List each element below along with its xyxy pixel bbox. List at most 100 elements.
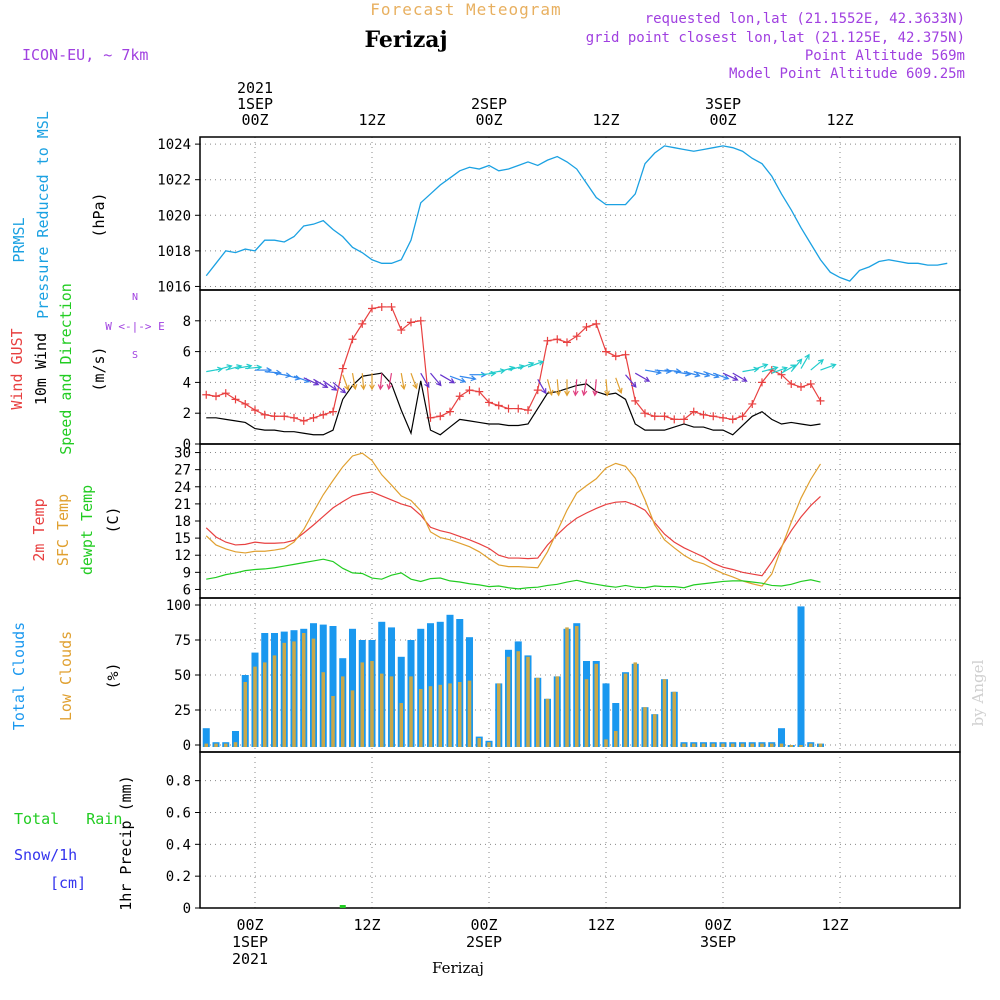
gust-marker xyxy=(689,407,698,416)
wind-arrow-head xyxy=(377,384,384,391)
wind-arrow xyxy=(360,373,367,391)
wind-arrow-shaft xyxy=(820,364,836,371)
wind-arrow-shaft xyxy=(634,372,650,382)
panel-frame xyxy=(199,751,961,909)
y-tick-label: 0.2 xyxy=(166,869,191,885)
requested-coords: requested lon,lat (21.1552E, 42.3633N) xyxy=(645,11,965,27)
bottom-time-label: 3SEP xyxy=(700,933,736,951)
wind-arrow-shaft xyxy=(625,374,637,388)
compass-n: N xyxy=(132,292,138,303)
gust-marker xyxy=(787,379,796,388)
wind-arrow-head xyxy=(547,389,554,396)
low-cloud-bar xyxy=(243,682,248,747)
wind-arrow xyxy=(377,373,384,391)
low-cloud-bar xyxy=(750,743,755,747)
wind-arrow xyxy=(664,368,682,375)
wind-arrow xyxy=(683,371,701,378)
temp-label-group: 2m Temp SFC Temp dewpt Temp (C) xyxy=(30,485,122,575)
total-cloud-bar xyxy=(612,703,620,747)
gust-marker xyxy=(680,415,688,424)
gust-marker xyxy=(358,319,367,328)
wind-arrow-shaft xyxy=(781,364,796,374)
y-tick-label: 1020 xyxy=(157,208,191,224)
gust-marker xyxy=(728,415,737,424)
wind-arrow xyxy=(654,368,672,375)
top-time-label: 2SEP xyxy=(471,95,507,113)
wind-arrow-head xyxy=(617,387,623,394)
gust-marker xyxy=(748,399,757,408)
top-time-label: 12Z xyxy=(826,111,853,129)
total-cloud-bar xyxy=(602,683,610,747)
y-tick-label: 0 xyxy=(183,437,191,453)
wind-arrow xyxy=(625,374,637,388)
low-cloud-bar xyxy=(643,707,647,747)
low-cloud-bar xyxy=(535,677,540,747)
low-cloud-bar xyxy=(545,698,550,747)
wind-arrow-shaft xyxy=(732,372,747,382)
wind-arrow xyxy=(564,379,570,397)
low-cloud-bar xyxy=(409,676,413,747)
y-tick-label: 100 xyxy=(166,598,191,614)
wind-arrow-head xyxy=(665,368,672,375)
low-cloud-bar xyxy=(516,651,521,747)
wind-arrow xyxy=(322,380,338,391)
gust-marker xyxy=(543,336,552,345)
gust-marker xyxy=(446,407,454,416)
gust-marker xyxy=(260,410,269,419)
wind-arrow-head xyxy=(400,383,407,391)
wind-arrow-shaft xyxy=(800,354,810,369)
low-cloud-bar xyxy=(301,633,306,747)
gust-marker xyxy=(611,352,620,361)
wind-arrow xyxy=(215,364,233,371)
wind-arrow-head xyxy=(572,390,579,397)
y-tick-label: 12 xyxy=(174,548,191,564)
low-cloud-bar xyxy=(799,745,803,747)
precip-label-group: Total Rain Snow/1h [cm] 1hr Precip (mm) xyxy=(14,775,135,910)
wind-arrow xyxy=(410,372,418,390)
wind-arrow-shaft xyxy=(479,372,496,376)
wind-arrow-shaft xyxy=(342,374,349,390)
gust-marker xyxy=(670,415,679,424)
gust-marker xyxy=(533,386,542,395)
wind-arrow-shaft xyxy=(400,373,405,390)
low-cloud-bar xyxy=(604,739,608,747)
top-time-label: 1SEP xyxy=(237,95,273,113)
wind-arrow-head xyxy=(386,383,393,391)
y-tick-label: 24 xyxy=(174,480,191,496)
wind-arrow xyxy=(771,366,788,374)
wind-arrow xyxy=(581,379,588,397)
wind-arrow-shaft xyxy=(615,377,622,394)
wind-arrow-head xyxy=(351,383,358,391)
wind-arrow-shaft xyxy=(459,375,476,380)
y-tick-label: 25 xyxy=(174,703,191,719)
wind-arrow-shaft xyxy=(322,380,337,391)
wind-arrow-head xyxy=(630,381,637,388)
wind-arrow-head xyxy=(564,390,570,397)
low-cloud-bar xyxy=(760,743,764,747)
low-cloud-bar xyxy=(477,738,482,747)
total-cloud-bar xyxy=(202,728,210,747)
low-cloud-bar xyxy=(389,676,394,747)
wind-arrow-shaft xyxy=(761,366,778,373)
low-cloud-bar xyxy=(789,745,794,747)
wind-arrow-shaft xyxy=(722,372,738,381)
low-cloud-bar xyxy=(779,743,784,747)
bottom-time-label: 12Z xyxy=(353,916,380,934)
wind-arrow-head xyxy=(226,364,233,370)
low-cloud-bar xyxy=(233,742,238,747)
wind-arrow-shaft xyxy=(379,373,383,390)
wind-arrow-head xyxy=(313,380,320,386)
low-cloud-bar xyxy=(672,691,677,747)
low-cloud-bar xyxy=(584,679,589,747)
wind-arrow-shaft xyxy=(556,379,560,396)
top-time-label: 3SEP xyxy=(705,95,741,113)
wind-arrow xyxy=(742,366,760,373)
gust-marker xyxy=(524,406,532,415)
low-cloud-bar xyxy=(253,666,257,747)
pressure-label-group: PRMSL Pressure Reduced to MSL (hPa) xyxy=(10,111,108,319)
low-cloud-bar xyxy=(282,642,287,747)
wind-arrow xyxy=(752,363,769,371)
wind-arrow xyxy=(572,379,579,397)
